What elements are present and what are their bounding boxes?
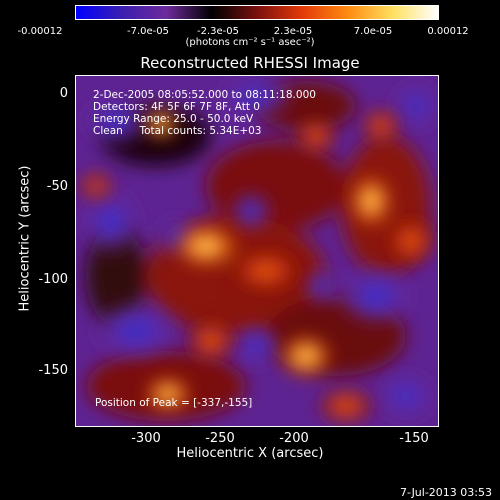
time-range-label: 2-Dec-2005 08:05:52.000 to 08:11:18.000 [93, 89, 316, 101]
y-tick-label: -50 [46, 179, 68, 194]
detectors-label: Detectors: 4F 5F 6F 7F 8F, Att 0 [93, 101, 260, 113]
colorbar-tick: -0.00012 [17, 26, 63, 37]
energy-range-label: Energy Range: 25.0 - 50.0 keV [93, 113, 254, 125]
timestamp: 7-Jul-2013 03:53 [399, 486, 492, 499]
counts-label: Clean Total counts: 5.34E+03 [93, 125, 262, 137]
x-tick-label: -250 [205, 431, 235, 446]
colorbar-tick: 0.00012 [427, 26, 469, 37]
colorbar [75, 5, 439, 20]
colorbar-tick: -2.3e-05 [197, 26, 239, 37]
y-tick-label: -150 [38, 363, 68, 378]
y-axis-label: Heliocentric Y (arcsec) [17, 165, 33, 312]
colorbar-unit-label: (photons cm⁻² s⁻¹ asec⁻²) [185, 37, 315, 48]
x-axis-label: Heliocentric X (arcsec) [176, 446, 324, 461]
peak-position-label: Position of Peak = [-337,-155] [95, 397, 253, 409]
rhessi-image [75, 75, 439, 427]
colorbar-tick: 7.0e-05 [353, 26, 393, 37]
x-tick-label: -200 [279, 431, 309, 446]
x-tick-label: -150 [399, 431, 429, 446]
y-tick-label: -100 [38, 272, 68, 287]
rhessi-image-map [76, 76, 438, 426]
plot-title: Reconstructed RHESSI Image [140, 54, 360, 72]
colorbar-tick: 2.3e-05 [273, 26, 313, 37]
x-tick-label: -300 [131, 431, 161, 446]
y-tick-label: 0 [59, 86, 68, 101]
colorbar-tick: -7.0e-05 [127, 26, 169, 37]
